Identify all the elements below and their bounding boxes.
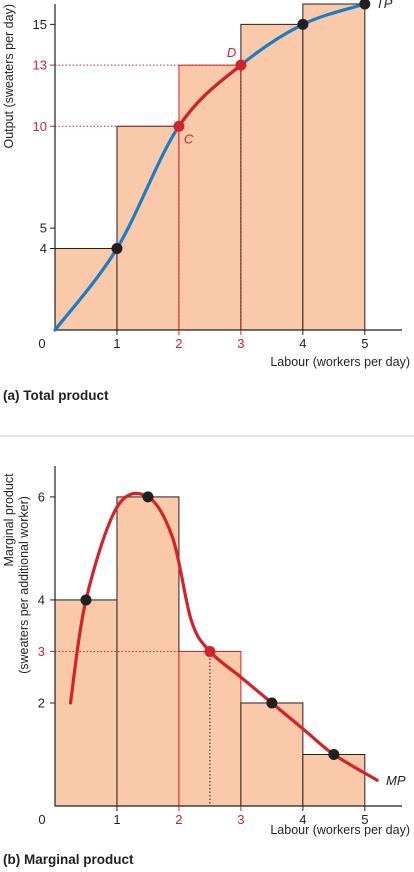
a-x-tick-label-2: 2	[175, 336, 182, 351]
tp-step-4	[240, 23, 304, 331]
mp-point-2	[142, 491, 154, 503]
panel-a-title: (a) Total product	[3, 388, 109, 403]
tp-point-2	[173, 120, 185, 132]
tp-point-1	[111, 243, 123, 254]
a-y-tick-label-5: 5	[40, 221, 47, 236]
tp-step-3	[178, 64, 242, 331]
b-y-tick-label-6: 6	[38, 489, 45, 504]
b-x-tick-label-1: 1	[113, 812, 120, 827]
a-x-tick-label-4: 4	[299, 336, 306, 351]
tp-point-3	[235, 59, 247, 71]
b-x-tick-label-4: 4	[299, 812, 306, 827]
a-origin-label: 0	[38, 336, 45, 351]
b-x-tick-label-3: 3	[237, 812, 244, 827]
mp-bar-4	[240, 702, 304, 807]
mp-point-5	[328, 748, 340, 760]
mp-point-3	[204, 645, 216, 657]
a-y-tick-label-4: 4	[40, 241, 47, 256]
tp-curve-highlight	[177, 63, 242, 128]
tp-point-4	[297, 18, 309, 30]
mp-bar-5	[302, 753, 366, 807]
point-label-D: D	[227, 45, 236, 60]
mp-point-1	[80, 594, 92, 606]
tp-point-5	[359, 0, 371, 10]
b-x-tick-label-5: 5	[361, 812, 368, 827]
tp-series-label: TP	[376, 0, 393, 11]
marginal-product-chart: 1 2 3 4 5 2 3 4 6 0 MP Labour (workers per day) M…	[2, 466, 410, 867]
mp-point-4	[266, 697, 278, 709]
mp-curve	[68, 491, 379, 782]
point-label-C: C	[184, 131, 194, 146]
mp-bar-1	[54, 599, 118, 807]
a-x-tick-label-3: 3	[237, 336, 244, 351]
b-y-tick-label-3: 3	[38, 644, 45, 659]
total-product-chart: C D 1 2 3 4 5 4 5 10 13 15 0 TP Labour (workers per…	[2, 0, 410, 403]
a-y-axis-label: Output (sweaters per day)	[2, 4, 16, 149]
b-y-axis-label-line1: Marginal product	[2, 473, 16, 567]
a-x-axis-label: Labour (workers per day)	[270, 355, 410, 369]
tp-step-5	[302, 3, 366, 331]
a-y-tick-label-15: 15	[33, 17, 47, 32]
a-x-tick-label-5: 5	[361, 336, 368, 351]
b-x-tick-label-2: 2	[175, 812, 182, 827]
panel-b-title: (b) Marginal product	[3, 852, 134, 867]
b-y-tick-label-2: 2	[38, 695, 45, 710]
a-y-tick-label-10: 10	[33, 119, 47, 134]
b-x-axis-label: Labour (workers per day)	[270, 823, 410, 837]
a-x-tick-label-1: 1	[113, 336, 120, 351]
mp-series-label: MP	[386, 773, 406, 788]
b-y-axis-label-line2: (sweaters per additional worker)	[17, 496, 31, 674]
a-y-tick-label-13: 13	[33, 58, 47, 73]
b-y-tick-label-4: 4	[38, 592, 45, 607]
b-origin-label: 0	[38, 812, 45, 827]
